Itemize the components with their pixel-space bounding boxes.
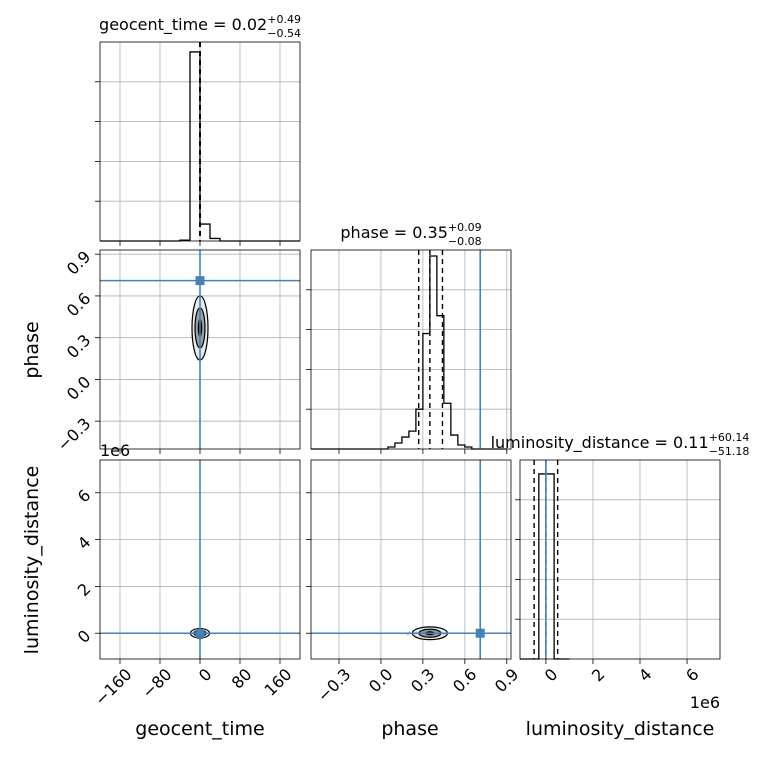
title-main: geocent_time = 0.02 [99,15,267,35]
x-tick-label: 0.3 [407,665,438,696]
x-tick-label: 4 [635,665,656,686]
histogram-luminosity_distance [520,473,570,660]
panel-phase-vs-luminosity_distance [310,459,512,660]
x-tick-label: 0.6 [449,665,480,696]
histogram-phase [311,255,507,450]
title-minus: −0.08 [448,235,482,248]
title-minus: −0.54 [267,27,301,40]
truth-marker [195,628,205,638]
y-tick-label: 0.3 [63,331,94,362]
y-tick-label: −0.3 [53,414,94,455]
x-tick-label: 0.0 [365,665,396,696]
diag-panel-phase [310,249,512,450]
gridlines [520,460,720,659]
x-tick-label: −0.3 [314,665,355,706]
y-tick-label: 0.6 [63,289,94,320]
x-tick-label: 0.9 [491,665,522,696]
truth-marker [475,628,485,638]
x-tick-label: 160 [261,665,296,700]
x-axis-label-phase: phase [381,718,438,740]
x-tick-label: 2 [588,665,609,686]
x-tick-label: 0 [195,665,216,686]
y-tick-label: 0.0 [63,372,94,403]
x-tick-label: −160 [91,665,136,710]
panel-title-luminosity_distance: luminosity_distance = 0.11+60.14 [491,431,750,453]
y-tick-label: 6 [74,486,95,507]
y-axis-label-phase: phase [21,321,43,378]
y-tick-label: 4 [74,533,95,554]
title-minus: −51.18 [709,445,750,458]
y-axis-offset: 1e6 [100,441,130,460]
title-main: phase = 0.35 [340,223,447,242]
title-plus: +60.14 [709,431,750,444]
title-plus: +0.49 [267,13,301,26]
title-main: luminosity_distance = 0.11 [491,433,709,453]
x-tick-label: −80 [138,665,175,702]
x-tick-label: 0 [541,665,562,686]
x-tick-label: 6 [682,665,703,686]
y-tick-label: 0 [74,626,95,647]
panel-title-geocent_time: geocent_time = 0.02+0.49 [99,13,301,35]
x-axis-label-geocent_time: geocent_time [135,718,264,740]
truth-marker [195,276,205,286]
y-tick-label: 0.9 [63,247,94,278]
x-axis-label-luminosity_distance: luminosity_distance [526,718,715,740]
y-axis-label-luminosity_distance: luminosity_distance [21,466,43,655]
title-plus: +0.09 [448,221,482,234]
x-axis-offset: 1e6 [690,693,720,712]
gridlines [311,250,511,449]
diag-panel-luminosity_distance [519,459,721,660]
panel-title-phase: phase = 0.35+0.09 [340,221,481,242]
y-tick-label: 2 [74,579,95,600]
x-tick-label: 80 [228,665,256,693]
